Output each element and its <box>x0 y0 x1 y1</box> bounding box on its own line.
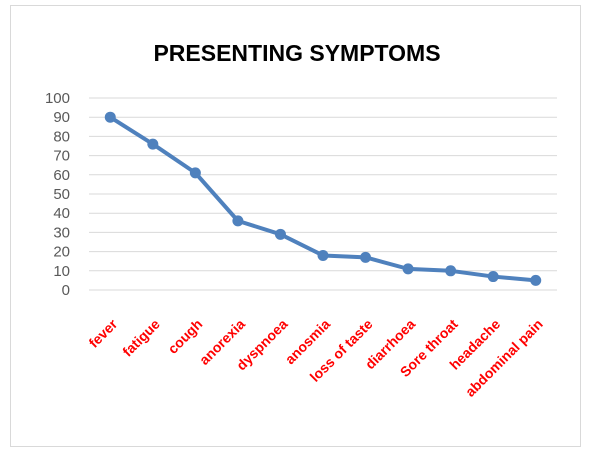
y-tick-label: 100 <box>45 90 70 107</box>
chart-frame <box>10 5 581 447</box>
y-tick-label: 0 <box>62 282 70 299</box>
data-point <box>445 265 457 277</box>
y-tick-label: 40 <box>53 205 70 222</box>
data-point <box>274 228 286 240</box>
y-tick-label: 60 <box>53 167 70 184</box>
data-point <box>530 274 542 286</box>
data-point <box>147 138 159 150</box>
gridlines <box>89 97 557 291</box>
y-tick-label: 90 <box>53 109 70 126</box>
y-tick-label: 80 <box>53 128 70 145</box>
y-tick-label: 20 <box>53 244 70 261</box>
series-line <box>104 111 542 286</box>
x-tick-label: fatigue <box>119 316 163 360</box>
x-tick-label: cough <box>164 316 205 357</box>
y-tick-label: 70 <box>53 148 70 165</box>
data-point <box>402 263 414 275</box>
data-point <box>487 271 499 283</box>
x-tick-label: abdominal pain <box>462 316 546 400</box>
data-point <box>104 111 116 123</box>
data-point <box>317 249 329 261</box>
x-tick-label: fever <box>85 315 120 350</box>
chart-title: PRESENTING SYMPTOMS <box>153 40 440 66</box>
y-tick-label: 10 <box>53 263 70 280</box>
y-tick-label: 50 <box>53 186 70 203</box>
data-point <box>360 251 372 263</box>
data-point <box>232 215 244 227</box>
y-tick-label: 30 <box>53 224 70 241</box>
data-point <box>189 167 201 179</box>
